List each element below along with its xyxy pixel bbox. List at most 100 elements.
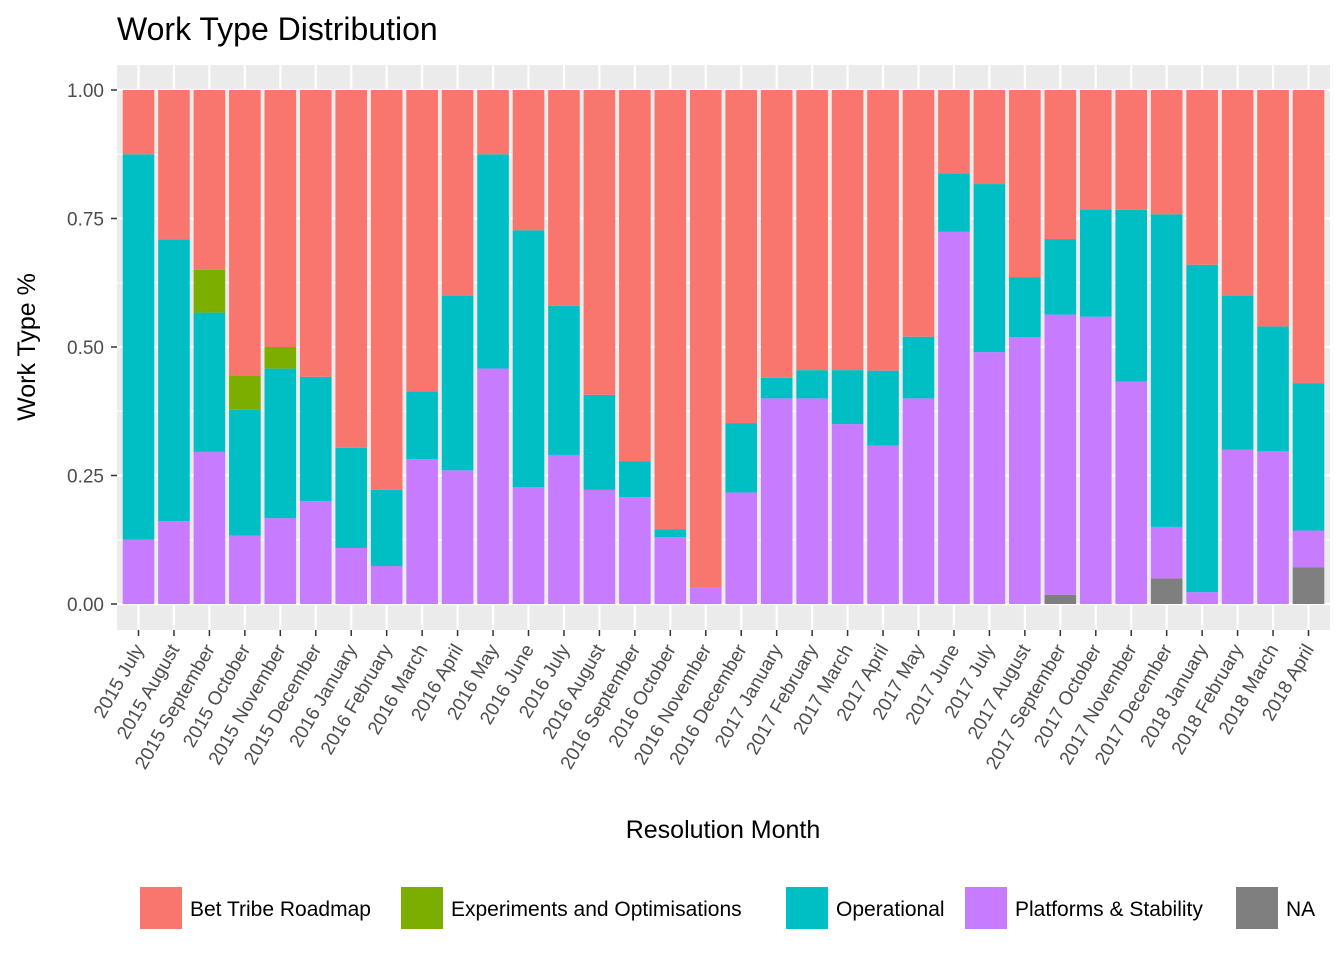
bar-segment: [299, 376, 332, 502]
x-axis-title: Resolution Month: [626, 816, 821, 844]
bar-segment: [229, 409, 261, 536]
bar-segment: [406, 391, 438, 460]
bar-segment: [938, 90, 970, 174]
y-tick-label: 0.25: [67, 467, 104, 488]
bar-segment: [122, 90, 155, 155]
bar-segment: [1186, 90, 1218, 265]
bar-segment: [902, 90, 935, 337]
bar-segment: [193, 90, 226, 270]
bar-segment: [1292, 90, 1325, 384]
legend-key: [965, 887, 1007, 929]
y-tick-label: 0.00: [67, 595, 104, 616]
bar-segment: [477, 90, 509, 155]
y-tick-label: 0.75: [67, 210, 104, 231]
legend-label: NA: [1286, 898, 1315, 921]
y-tick-label: 1.00: [67, 81, 104, 102]
bar-segment: [370, 90, 403, 490]
bar-segment: [441, 295, 474, 471]
bar-segment: [477, 368, 509, 604]
bar-segment: [1221, 449, 1254, 604]
bar-segment: [370, 489, 403, 566]
bar-segment: [158, 90, 190, 240]
bar-segment: [441, 90, 474, 296]
bar-segment: [1009, 90, 1041, 278]
bar-segment: [760, 398, 793, 604]
bar-segment: [299, 90, 332, 377]
bar-segment: [1150, 578, 1183, 604]
bar-segment: [867, 90, 899, 371]
bar-segment: [1257, 326, 1289, 452]
bar-segment: [1292, 530, 1325, 568]
bar-segment: [1221, 90, 1254, 296]
bar-segment: [1115, 209, 1148, 382]
bar-segment: [1115, 90, 1148, 210]
bar-segment: [1079, 90, 1112, 210]
bar-segment: [193, 312, 226, 452]
bar-segment: [1292, 567, 1325, 604]
legend: Bet Tribe Roadmap Experiments and Optimis…: [140, 887, 1315, 929]
bar-segment: [264, 368, 297, 519]
bar-segment: [1044, 239, 1077, 315]
y-axis-title: Work Type %: [13, 273, 41, 421]
bar-segment: [1150, 526, 1183, 579]
legend-key: [1236, 887, 1278, 929]
bar-segment: [689, 90, 722, 588]
bar-segment: [335, 547, 368, 604]
bar-segment: [831, 424, 864, 604]
legend-label: Experiments and Optimisations: [451, 898, 742, 921]
bar-segment: [229, 90, 261, 376]
bar-segment: [796, 370, 828, 399]
bar-segment: [193, 451, 226, 604]
legend-key: [140, 887, 182, 929]
bar-segment: [548, 454, 580, 604]
bar-segment: [548, 305, 580, 455]
bar-segment: [1115, 381, 1148, 604]
bar-segment: [654, 90, 687, 530]
bar-segment: [548, 90, 580, 306]
bar-segment: [583, 489, 616, 604]
bar-segment: [441, 470, 474, 604]
bar-segment: [229, 535, 261, 604]
bar-segment: [973, 90, 1006, 185]
bar-segment: [902, 336, 935, 399]
bar-segment: [619, 461, 651, 498]
bar-segment: [370, 565, 403, 604]
bar-segment: [406, 459, 438, 604]
bar-segment: [512, 487, 545, 604]
y-axis: 0.00 0.25 0.50 0.75 1.00: [67, 81, 117, 616]
bars: [122, 90, 1325, 604]
bar-segment: [158, 239, 190, 522]
bar-segment: [583, 90, 616, 395]
bar-segment: [938, 173, 970, 232]
bar-segment: [122, 154, 155, 540]
bar-segment: [973, 352, 1006, 604]
bar-segment: [796, 398, 828, 604]
bar-segment: [512, 230, 545, 488]
bar-segment: [1186, 592, 1218, 604]
legend-label: Bet Tribe Roadmap: [190, 898, 371, 921]
legend-label: Platforms & Stability: [1015, 898, 1203, 921]
bar-segment: [796, 90, 828, 371]
bar-segment: [512, 90, 545, 231]
bar-segment: [158, 521, 190, 604]
bar-segment: [1292, 383, 1325, 531]
bar-segment: [264, 518, 297, 604]
bar-segment: [1044, 314, 1077, 595]
bar-segment: [1079, 209, 1112, 317]
bar-segment: [867, 370, 899, 446]
legend-key: [401, 887, 443, 929]
bar-segment: [1044, 90, 1077, 240]
bar-segment: [902, 398, 935, 604]
bar-segment: [335, 447, 368, 548]
bar-segment: [335, 90, 368, 448]
bar-segment: [973, 184, 1006, 353]
bar-segment: [760, 90, 793, 378]
bar-segment: [1186, 264, 1218, 593]
bar-segment: [1150, 214, 1183, 527]
bar-segment: [938, 231, 970, 604]
bar-segment: [725, 492, 758, 604]
bar-segment: [725, 90, 758, 424]
bar-segment: [193, 269, 226, 313]
